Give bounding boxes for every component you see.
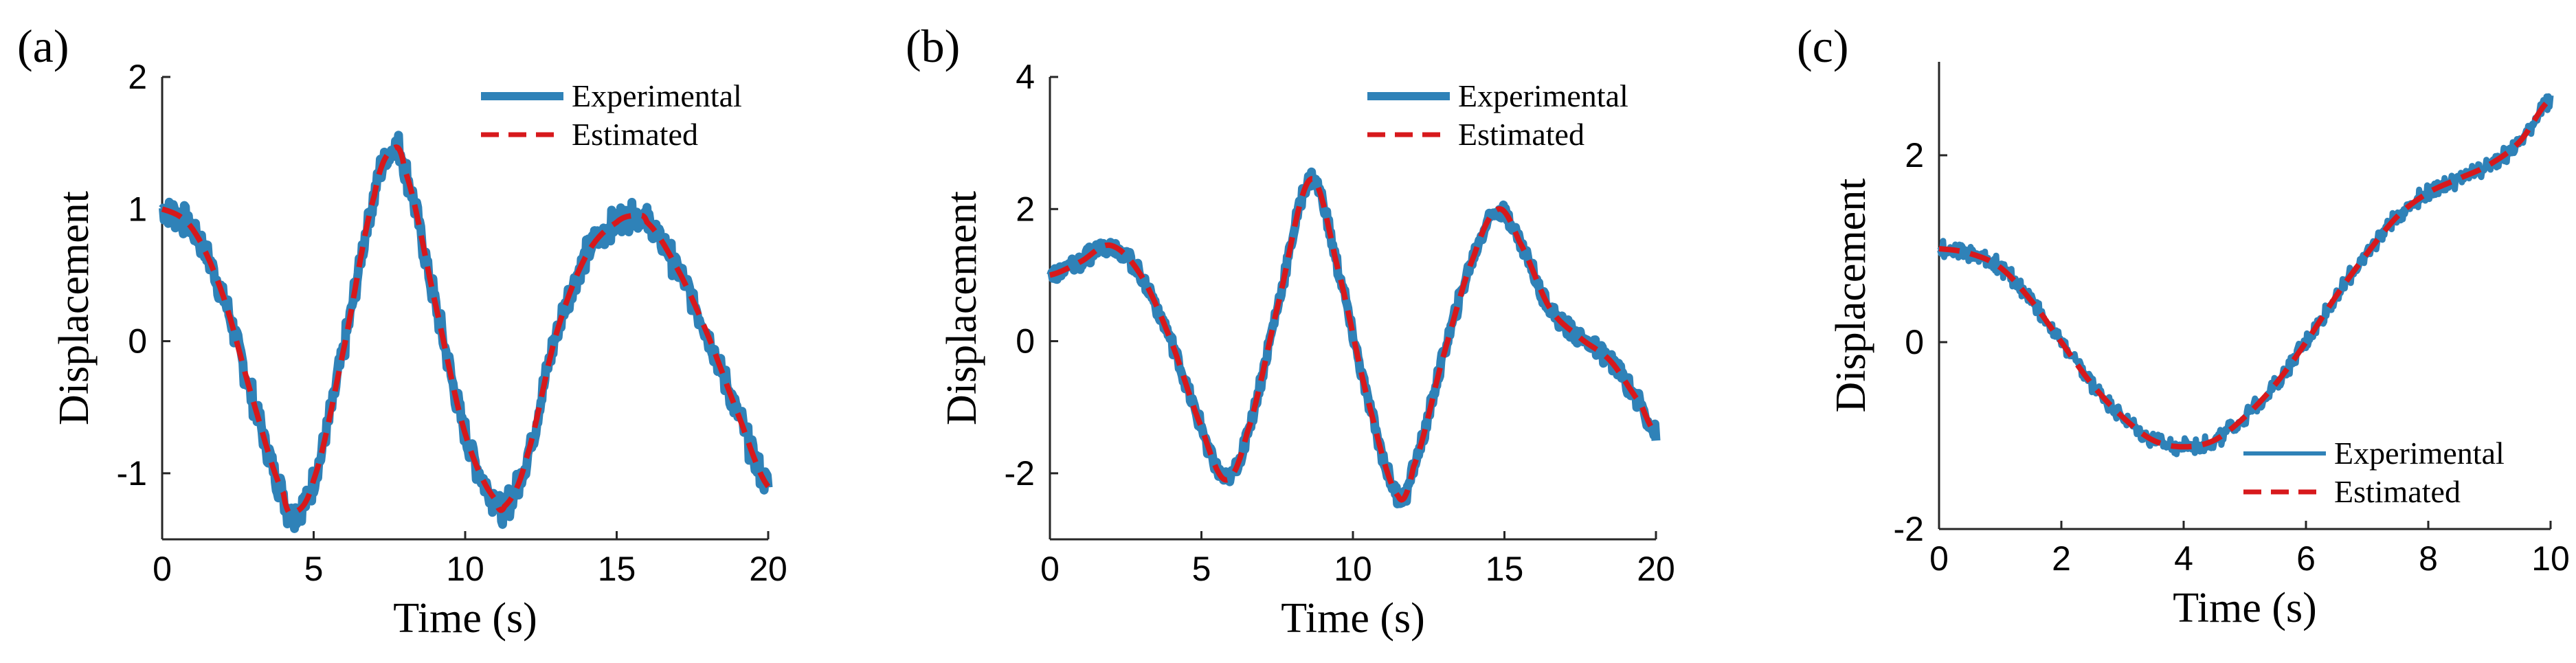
- legend-label-experimental: Experimental: [1458, 78, 1628, 113]
- chart-panel-2: (b) 0 5 10 15 20 -2 0 2 4 Time (s) Displacement Expe…: [906, 20, 1675, 642]
- y-tick-label: -2: [1894, 510, 1924, 548]
- x-tick-label: 20: [1637, 550, 1675, 588]
- legend: Experimental Estimated: [1367, 78, 1628, 152]
- y-axis-title: Displacement: [939, 191, 985, 425]
- y-tick-label: 2: [1016, 190, 1035, 228]
- y-tick-label: -1: [117, 454, 147, 493]
- x-tick-label: 10: [2531, 539, 2570, 578]
- x-tick-label: 20: [749, 550, 787, 588]
- x-tick-label: 0: [1929, 539, 1949, 578]
- legend-label-experimental: Experimental: [2334, 436, 2505, 471]
- y-axis-title: Displacement: [51, 191, 98, 425]
- panel-label: (c): [1797, 20, 1848, 72]
- chart-panel-1: (a) 0 5 10 15 20 -1 0 1 2 Time (s) Displacement Expe…: [17, 20, 787, 642]
- legend-label-experimental: Experimental: [572, 78, 742, 113]
- y-tick-label: 0: [1905, 323, 1924, 361]
- y-tick-label: 2: [128, 58, 147, 96]
- y-tick-label: 4: [1016, 58, 1035, 96]
- x-tick-label: 15: [1486, 550, 1524, 588]
- series-estimated-line: [1049, 176, 1658, 503]
- x-tick-label: 5: [1192, 550, 1211, 588]
- x-tick-label: 0: [1040, 550, 1060, 588]
- x-axis-title: Time (s): [2173, 585, 2317, 631]
- panel-label: (b): [906, 20, 960, 72]
- panel-label: (a): [17, 20, 69, 72]
- legend-label-estimated: Estimated: [1458, 117, 1584, 152]
- x-tick-label: 8: [2419, 539, 2438, 578]
- x-tick-label: 15: [598, 550, 636, 588]
- series-experimental-line: [1937, 93, 2554, 458]
- y-tick-label: 1: [128, 190, 147, 228]
- x-tick-label: 4: [2174, 539, 2193, 578]
- x-axis-title: Time (s): [1281, 595, 1425, 642]
- series-estimated-line: [161, 144, 771, 517]
- y-tick-label: 0: [128, 322, 147, 361]
- x-tick-label: 0: [153, 550, 172, 588]
- legend: Experimental Estimated: [481, 78, 742, 152]
- series-experimental-line: [159, 131, 773, 533]
- x-tick-label: 6: [2296, 539, 2316, 578]
- x-axis-title: Time (s): [393, 595, 537, 642]
- x-tick-label: 10: [1334, 550, 1372, 588]
- x-tick-label: 2: [2052, 539, 2071, 578]
- series-experimental-line: [1046, 167, 1661, 508]
- legend-label-estimated: Estimated: [572, 117, 698, 152]
- x-tick-label: 5: [304, 550, 324, 588]
- x-tick-label: 10: [446, 550, 484, 588]
- y-tick-label: 0: [1016, 322, 1035, 361]
- y-tick-label: 2: [1905, 136, 1924, 175]
- y-tick-label: -2: [1005, 454, 1035, 493]
- legend-label-estimated: Estimated: [2334, 474, 2461, 509]
- series-estimated-line: [1938, 97, 2553, 450]
- y-axis-title: Displacement: [1828, 179, 1874, 413]
